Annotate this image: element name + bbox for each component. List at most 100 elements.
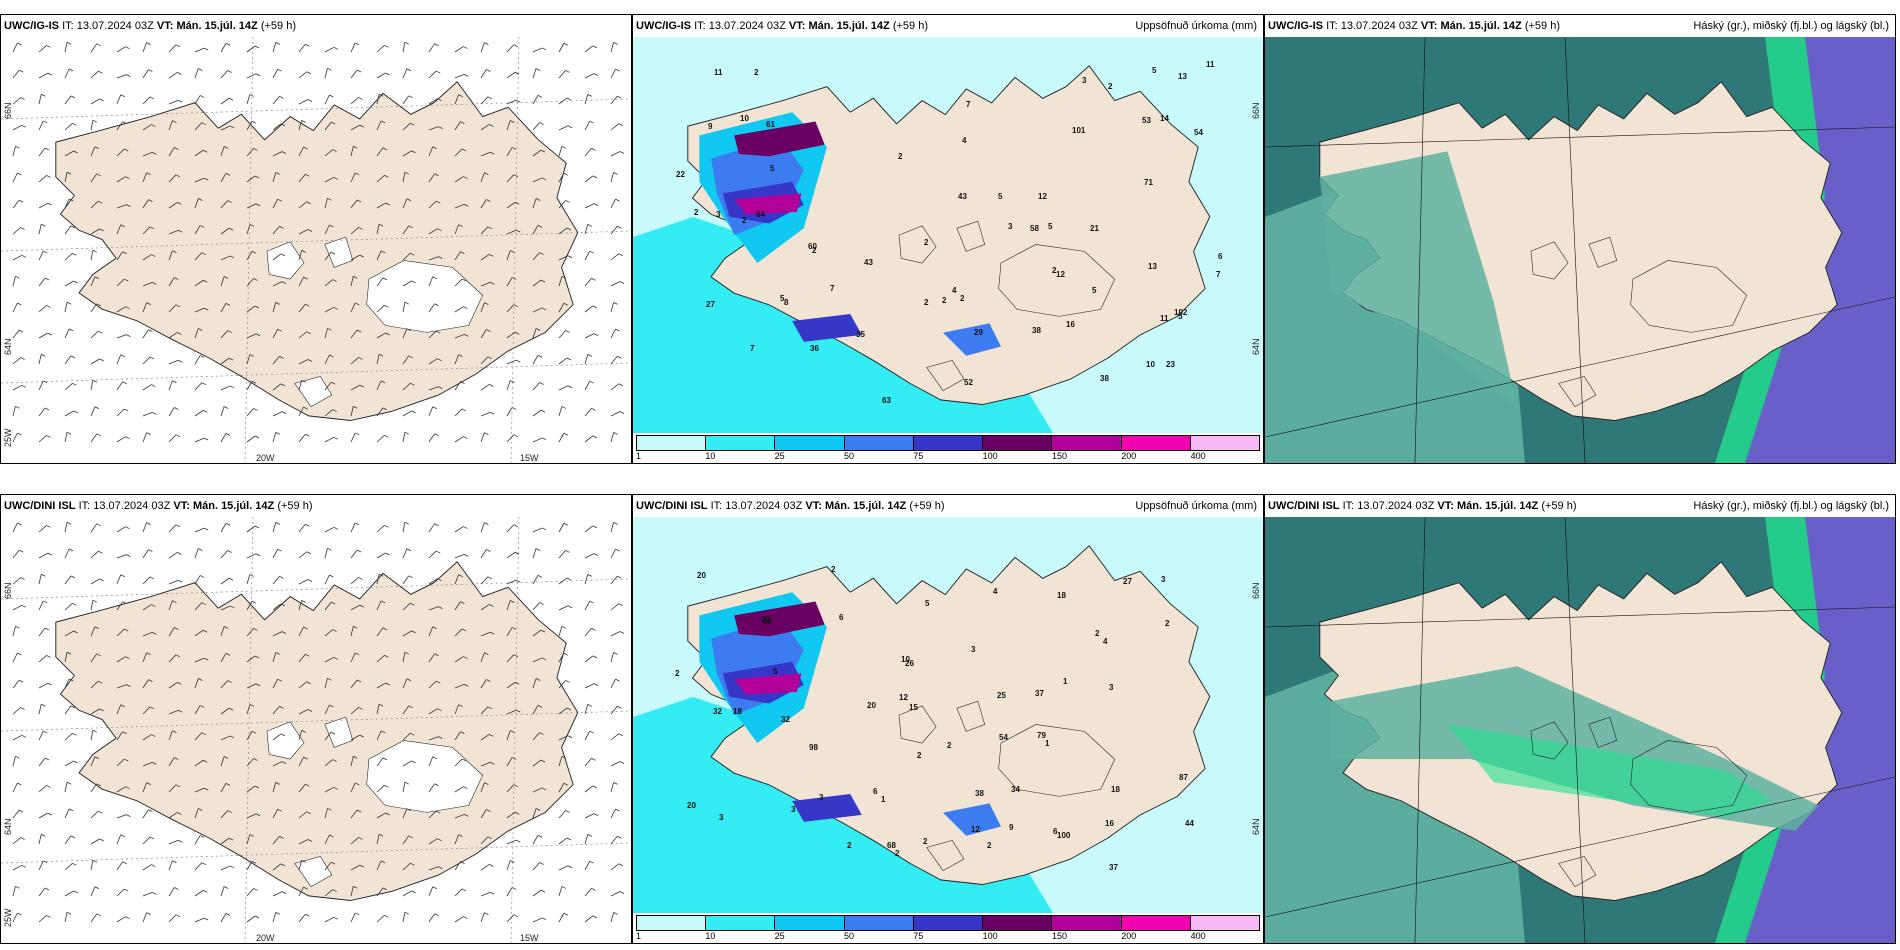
wind-barb: [350, 864, 364, 871]
wind-barb: [90, 249, 98, 261]
wind-barb: [610, 835, 622, 845]
wind-barb: [246, 408, 258, 417]
wind-barb: [90, 379, 98, 391]
wind-barb: [220, 626, 229, 637]
wind-barb: [376, 93, 384, 105]
precip-contour-100: [734, 121, 825, 157]
wind-barb: [246, 574, 255, 585]
wind-barb: [246, 628, 258, 637]
iceland-landmass: [687, 545, 1211, 885]
wind-barb: [376, 72, 390, 79]
precip-value-label: 61: [766, 120, 775, 129]
precip-value-label: 1: [881, 795, 886, 804]
wind-barb: [194, 657, 209, 663]
wind-barb: [64, 732, 77, 741]
wind-barb: [584, 600, 594, 611]
wind-barb: [272, 225, 284, 235]
wind-barb-map: [1, 37, 631, 463]
wind-barb: [64, 431, 72, 443]
wind-barb: [38, 250, 48, 261]
precip-value-label: 3: [1008, 222, 1013, 231]
wind-barb: [428, 886, 437, 897]
wind-barb: [168, 757, 179, 767]
wind-barb: [168, 600, 177, 611]
wind-barb: [584, 120, 594, 131]
wind-barb: [454, 306, 468, 313]
wind-barb: [272, 603, 286, 611]
wind-barb: [584, 224, 592, 235]
graticule-line: [1265, 606, 1895, 628]
wind-barb: [12, 625, 20, 637]
wind-barb: [584, 354, 592, 365]
graticule-line: [1564, 37, 1586, 463]
wind-barb: [610, 171, 618, 183]
wind-barb: [142, 302, 151, 313]
wind-barb: [220, 146, 229, 157]
wind-barb: [220, 886, 229, 897]
wind-barb: [220, 522, 231, 533]
wind-barb: [610, 575, 622, 585]
legend-tick: 400: [1190, 931, 1206, 941]
precip-value-label: 54: [999, 733, 1008, 742]
wind-barb: [116, 176, 130, 183]
precip-value-label: 102: [1174, 308, 1188, 317]
graticule-lat: [1, 578, 631, 600]
wind-barb: [480, 69, 491, 79]
wind-barb: [558, 97, 572, 105]
wind-barb: [610, 891, 625, 897]
wind-barb: [168, 682, 182, 689]
wind-barb: [506, 709, 521, 715]
wind-barb: [376, 524, 389, 533]
wind-barb: [116, 278, 129, 287]
cloud-cover-map: [1265, 37, 1895, 463]
precip-value-label: 2: [942, 296, 947, 305]
precip-value-label: 60: [808, 242, 817, 251]
wind-barb: [298, 119, 306, 131]
wind-barb: [142, 329, 153, 339]
wind-barb: [428, 70, 441, 79]
wind-barb: [142, 96, 155, 105]
wind-barb: [324, 354, 334, 365]
precip-value-label: 4: [993, 587, 998, 596]
wind-barb: [532, 224, 543, 235]
wind-barb: [38, 552, 52, 559]
wind-barb: [402, 382, 415, 391]
wind-barb: [246, 600, 257, 611]
precip-value-label: 3: [971, 645, 976, 654]
lat-label-64n: 64N: [3, 338, 13, 355]
wind-barb: [454, 94, 463, 105]
wind-barb: [350, 97, 363, 105]
precip-legend: 1 10 25 50 75 100 150 200 400: [633, 913, 1263, 943]
legend-tick: 25: [774, 931, 785, 941]
precip-value-label: 29: [974, 328, 983, 337]
wind-barb: [558, 255, 573, 261]
wind-barb: [220, 302, 231, 313]
wind-barb: [402, 41, 410, 53]
precip-value-label: 3: [719, 813, 724, 822]
wind-barb: [532, 917, 547, 923]
wind-barb: [454, 684, 469, 689]
wind-barb: [324, 861, 336, 871]
wind-barb: [38, 45, 51, 53]
wind-barb: [194, 177, 209, 183]
precip-value-label: 34: [1011, 785, 1020, 794]
wind-barb: [480, 679, 491, 689]
wind-barb: [350, 652, 360, 663]
glacier: [1530, 721, 1569, 760]
wind-barb: [324, 381, 336, 391]
wind-barb: [480, 124, 494, 131]
wind-barb: [38, 93, 46, 105]
wind-barb: [324, 94, 334, 105]
wind-barb: [220, 756, 229, 767]
wind-barb: [220, 330, 232, 339]
glacier: [366, 260, 484, 333]
glacier: [266, 721, 305, 760]
wind-barb: [168, 654, 181, 663]
wind-barb: [350, 755, 358, 767]
precip-value-label: 5: [773, 667, 778, 676]
wind-barb: [116, 251, 127, 261]
wind-barb: [12, 885, 20, 897]
wind-barb: [350, 707, 363, 715]
precip-value-label: 2: [895, 849, 900, 858]
wind-barb: [584, 147, 596, 157]
